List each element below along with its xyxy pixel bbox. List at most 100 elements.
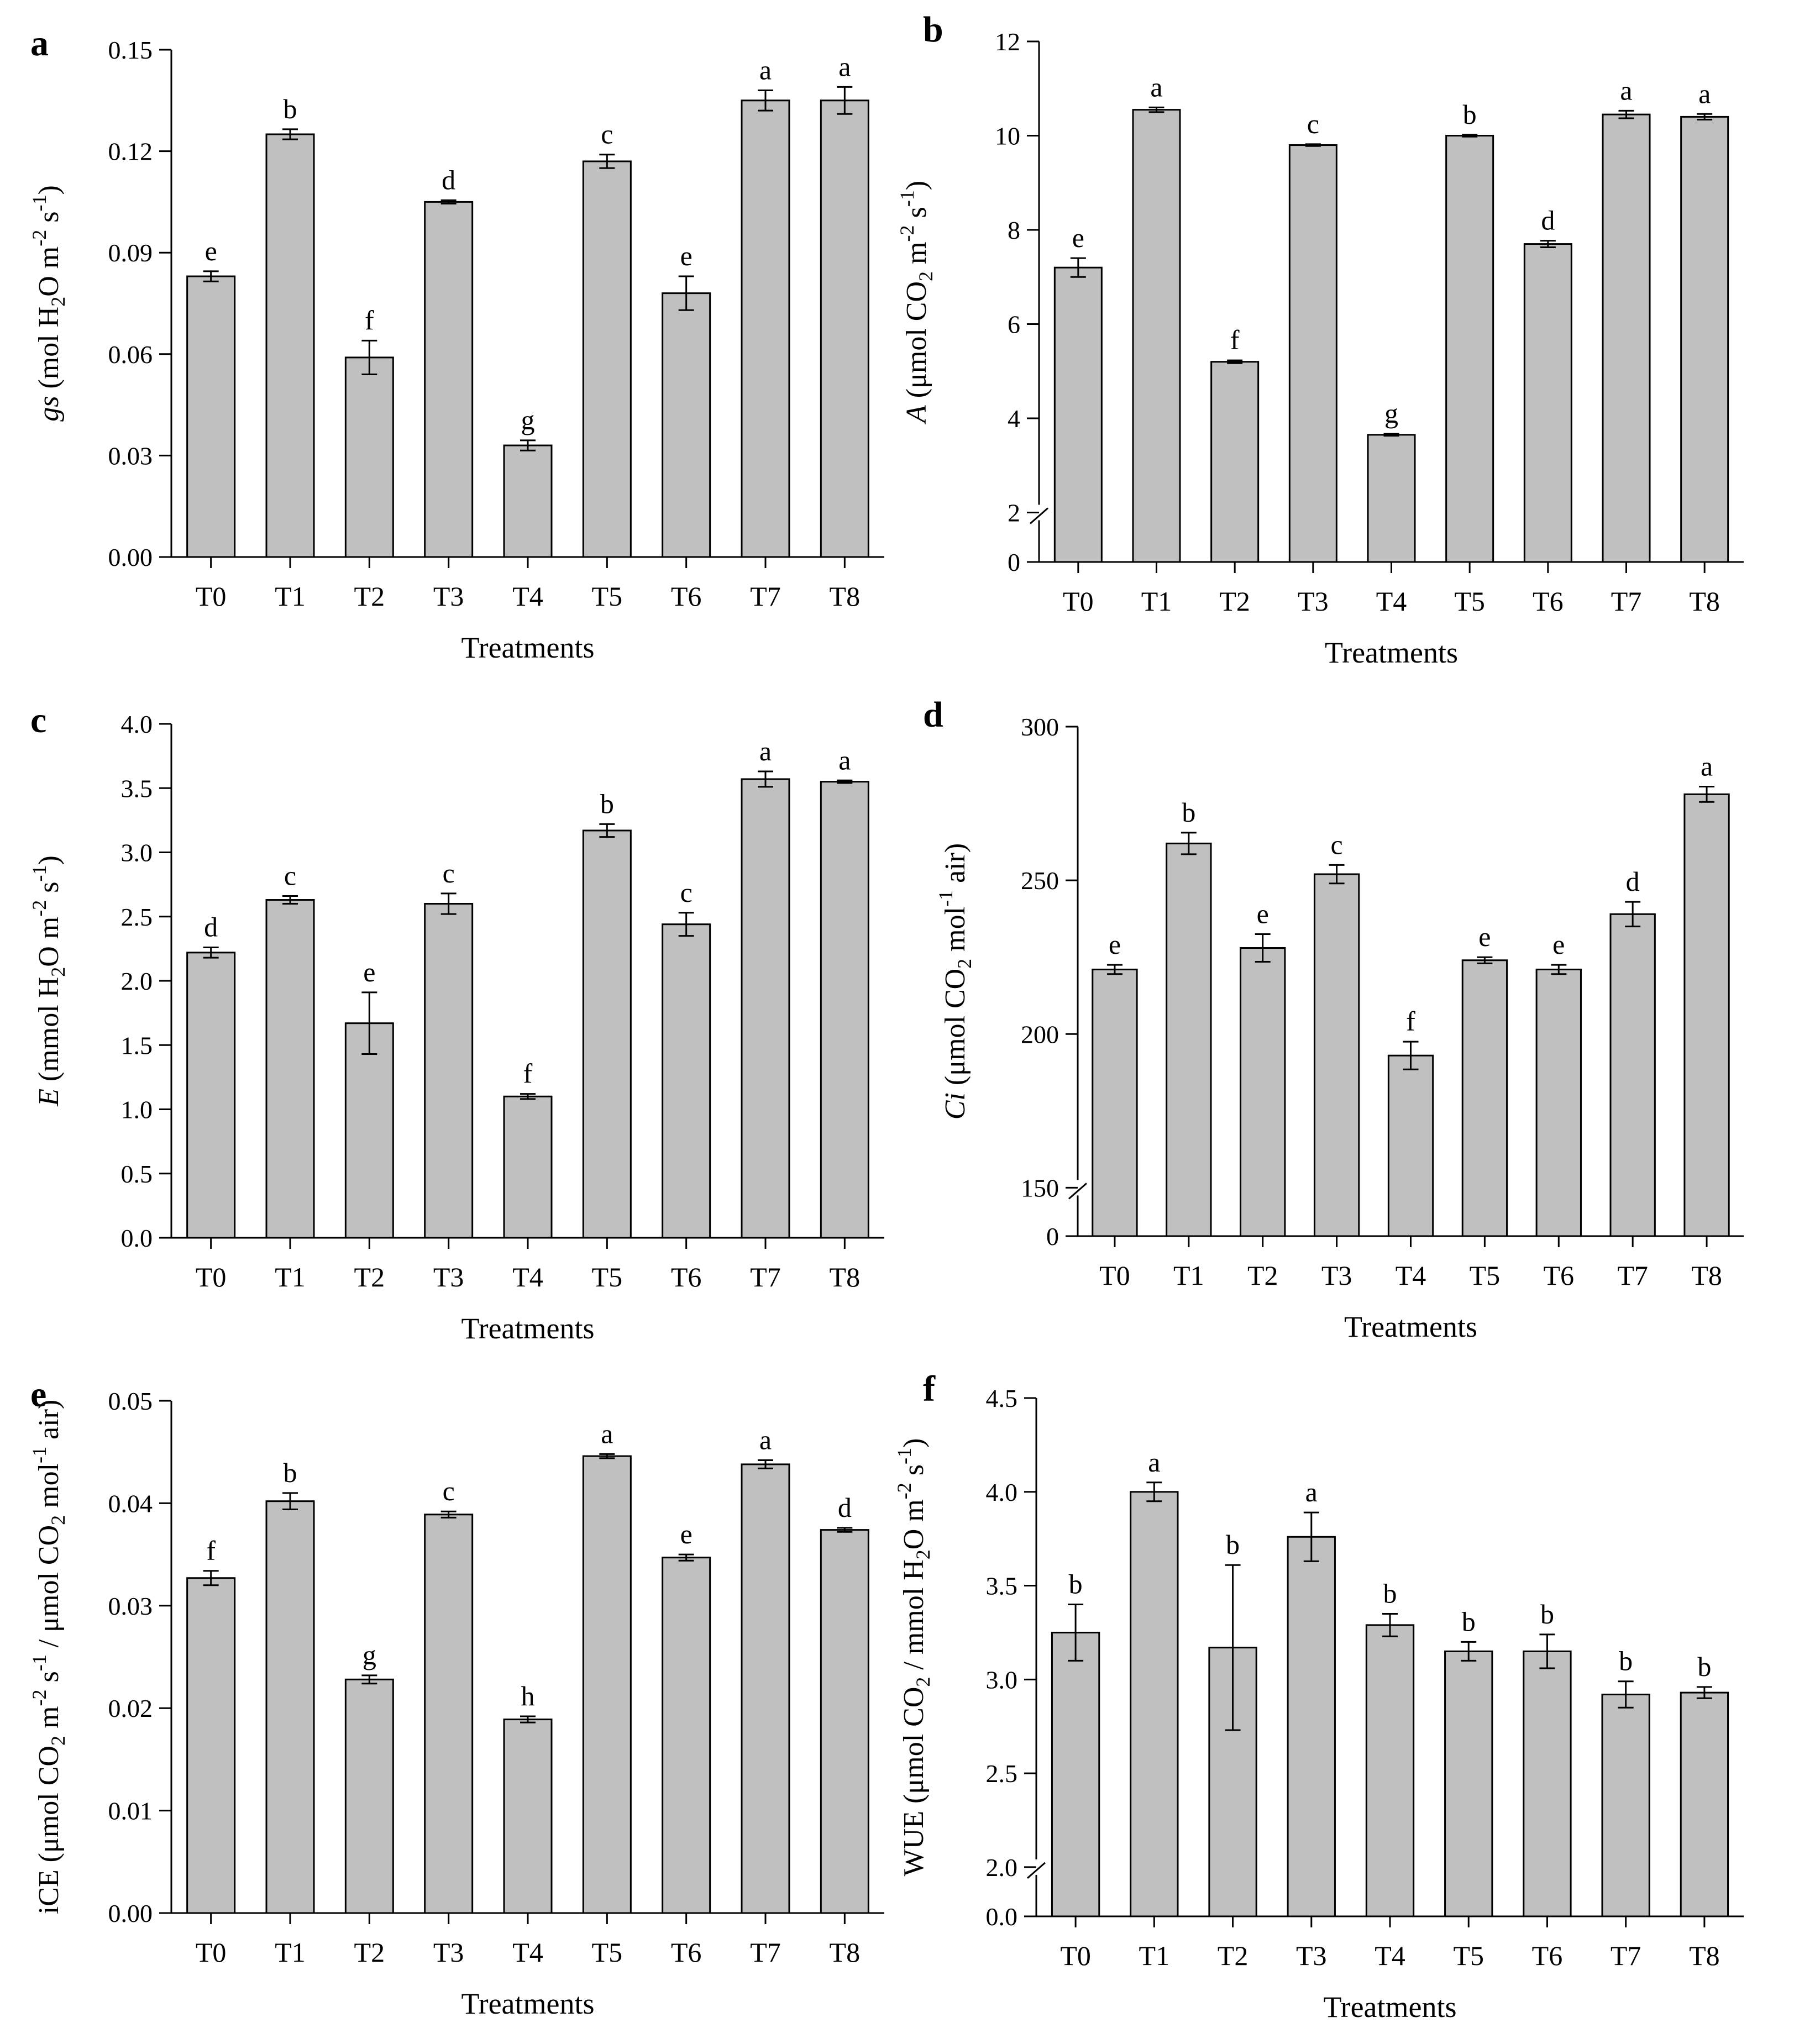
x-tick-label: T4 [512,1937,543,1968]
y-axis-title-part: 2 [953,959,975,969]
bar-T4 [503,1095,553,1239]
significance-letter: a [759,735,772,766]
y-axis-title-part: s [898,1464,930,1483]
chart-panel-f: 0.0 2.0 2.5 3.0 3.5 4.0 4.5 b T0 a T1 b T2 a T3 b T4 b T5 b… [893,1369,1744,2024]
x-tick-label: T7 [1611,586,1642,617]
y-tick-label: 3.0 [121,839,153,867]
significance-letter: a [838,51,851,82]
significance-letter: g [521,404,535,435]
bar-T2 [344,1022,394,1239]
y-axis-title-part: WUE (μmol CO [898,1687,930,1877]
significance-letter: b [1383,1578,1397,1609]
y-axis-title-part: air) [940,843,971,890]
x-tick-label: T2 [1218,1940,1249,1971]
bar-T8 [1680,1691,1729,1917]
chart-panel-c: 0.0 0.5 1.0 1.5 2.0 2.5 3.0 3.5 4.0 d T0 c T1 e T2 c T3 f… [28,700,884,1345]
y-axis-title-part: ) [33,185,65,195]
x-tick-label: T5 [1470,1260,1501,1291]
significance-letter: a [1698,78,1711,109]
bar-T4 [503,444,553,558]
y-tick-label: 1.0 [121,1096,153,1124]
bar-T3 [1288,144,1337,563]
x-tick-label: T7 [750,1262,781,1292]
y-tick-label: 300 [1021,713,1059,741]
significance-letter: e [1257,898,1269,929]
x-tick-label: T6 [1544,1260,1575,1291]
x-axis-title: Treatments [1324,1990,1457,2024]
y-tick-label: 3.5 [986,1572,1018,1600]
bar-T6 [1523,1650,1572,1917]
y-axis-title-part: -1 [28,1654,50,1671]
y-axis-title-part: ) [33,855,65,865]
y-tick-label: 0.12 [108,138,153,166]
bar-T6 [662,292,711,558]
y-axis-title-part: mol [940,907,971,959]
y-tick-label: 0.00 [108,1899,153,1927]
significance-letter: a [1150,71,1162,102]
y-axis-title-part: O m [33,246,65,297]
y-tick-label: 3.5 [121,774,153,802]
x-tick-label: T8 [1691,1260,1722,1291]
significance-letter: e [680,1518,693,1549]
bar-T1 [265,1500,315,1914]
y-tick-label: 0.5 [121,1160,153,1188]
y-axis-title-part: 2 [47,297,69,307]
x-tick-label: T3 [433,1937,464,1968]
y-axis-title-part: -1 [935,890,957,907]
x-axis-title: Treatments [1325,636,1458,669]
bar-T1 [1130,1491,1179,1917]
x-tick-label: T5 [1454,586,1485,617]
significance-letter: c [284,860,296,891]
y-axis-title-part: m [33,1706,65,1736]
axis-break-mark [1030,507,1048,524]
x-tick-label: T3 [433,1262,464,1292]
significance-letter: f [206,1535,216,1566]
y-tick-label: 4 [1008,404,1020,433]
significance-letter: b [1619,1646,1633,1677]
x-tick-label: T4 [1396,1260,1426,1291]
y-axis-title-part: O m [898,1499,930,1549]
y-axis-title-part: -2 [896,225,918,242]
x-tick-label: T7 [1611,1940,1641,1971]
x-tick-label: T2 [354,1262,385,1292]
bar-T6 [662,1557,711,1914]
x-tick-label: T6 [1532,1940,1563,1971]
x-tick-label: T2 [354,581,385,612]
x-tick-label: T0 [196,581,227,612]
y-axis-title-part: -1 [28,865,50,882]
bar-T2 [1210,361,1260,563]
y-axis-title-part: -1 [28,195,50,212]
significance-letter: b [1463,99,1477,130]
axis-break-mark [1027,1862,1046,1879]
x-tick-label: T8 [830,581,861,612]
y-axis-title-part: (μmol CO [940,969,971,1092]
x-tick-label: T6 [671,1262,702,1292]
x-axis-title: Treatments [461,1987,595,2020]
y-axis-title-part: A [901,405,932,424]
significance-letter: e [680,240,693,271]
bar-T3 [1287,1536,1336,1917]
x-tick-label: T1 [275,1937,306,1968]
x-tick-label: T3 [433,581,464,612]
chart-panel-e: 0.00 0.01 0.02 0.03 0.04 0.05 f T0 b T1 g T2 c T3 h T4 a… [28,1374,884,2020]
bar-T0 [186,1577,236,1914]
chart-panel-d: 0 150 200 250 300 e T0 b T1 e T2 c T3 f T4 e T5 e T6 d T7 a T8… [923,695,1744,1343]
x-tick-label: T0 [1063,586,1094,617]
y-axis-title-part: gs [33,396,65,422]
bar-T7 [1609,913,1656,1237]
significance-letter: c [1307,108,1319,139]
x-tick-label: T5 [1453,1940,1484,1971]
significance-letter: a [1701,750,1713,781]
bar-T4 [1367,434,1416,563]
y-axis-title: E (mmol H2O m-2 s-1) [28,855,69,1107]
y-axis-title-part: -1 [28,1447,50,1463]
significance-letter: g [1384,398,1398,429]
significance-letter: b [1462,1606,1476,1637]
y-axis-title-part: E [33,1089,65,1107]
x-tick-label: T0 [196,1937,227,1968]
bar-T7 [741,778,790,1239]
significance-letter: f [1406,1006,1415,1037]
panel-label: b [923,9,943,50]
y-tick-label: 2.0 [986,1853,1018,1882]
